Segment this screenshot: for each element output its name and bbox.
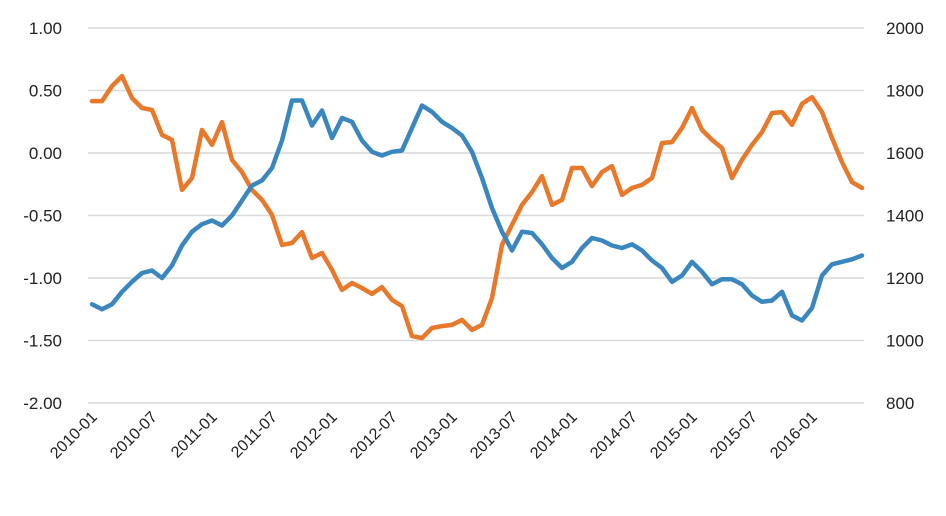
y-left-tick-label: -0.50	[23, 207, 62, 226]
y-axis-left-tick-labels: 1.00 0.50 0.00 -0.50 -1.00 -1.50 -2.00	[23, 19, 62, 413]
x-tick-label: 2011-07	[228, 409, 281, 462]
y-right-tick-label: 800	[886, 394, 914, 413]
y-right-tick-label: 2000	[886, 19, 924, 38]
x-tick-label: 2013-07	[467, 409, 521, 463]
orange-series-line	[89, 73, 865, 341]
series-lines	[89, 73, 865, 341]
y-right-tick-label: 1000	[886, 332, 924, 351]
x-tick-label: 2014-01	[527, 409, 581, 463]
y-axis-right-tick-labels: 2000 1800 1600 1400 1200 1000 800	[886, 19, 924, 413]
y-left-tick-label: 0.50	[29, 82, 62, 101]
x-tick-label: 2012-07	[347, 409, 401, 463]
y-right-tick-label: 1200	[886, 269, 924, 288]
y-right-tick-label: 1600	[886, 144, 924, 163]
x-tick-label: 2012-01	[287, 409, 341, 463]
x-tick-label: 2013-01	[407, 409, 461, 463]
y-right-tick-label: 1800	[886, 82, 924, 101]
y-left-tick-label: -1.00	[23, 269, 62, 288]
x-tick-label: 2010-07	[107, 409, 161, 463]
y-left-tick-label: 1.00	[29, 19, 62, 38]
x-tick-label: 2010-01	[47, 409, 101, 463]
x-tick-label: 2016-01	[767, 409, 821, 463]
x-tick-label: 2015-01	[647, 409, 701, 463]
blue-series-line	[89, 98, 865, 323]
x-axis-tick-labels: 2010-01 2010-07 2011-01 2011-07 2012-01 2012-…	[47, 409, 821, 463]
y-right-tick-label: 1400	[886, 207, 924, 226]
x-tick-label: 2014-07	[587, 409, 641, 463]
y-left-tick-label: -1.50	[23, 332, 62, 351]
x-tick-label: 2011-01	[168, 409, 221, 462]
y-left-tick-label: -2.00	[23, 394, 62, 413]
y-left-tick-label: 0.00	[29, 144, 62, 163]
grid-lines	[88, 27, 864, 404]
x-tick-label: 2015-07	[707, 409, 761, 463]
